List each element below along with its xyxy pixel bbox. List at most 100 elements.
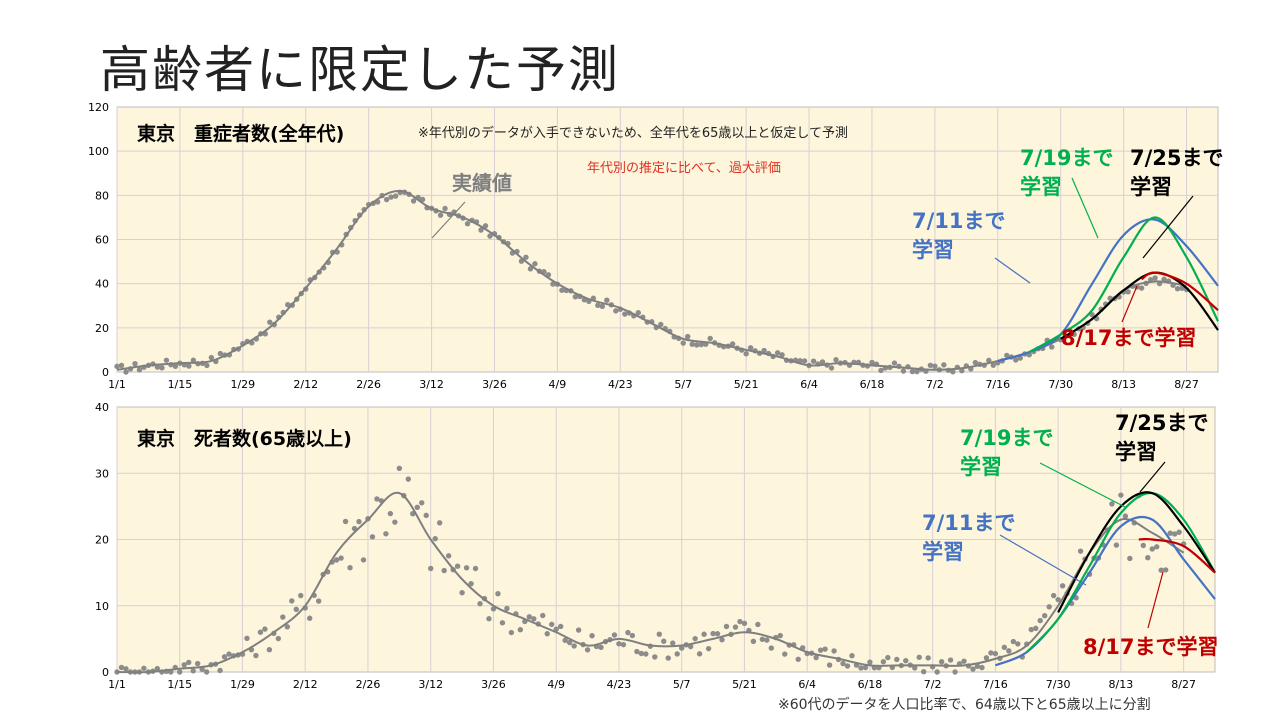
data-point [891, 360, 898, 366]
data-point [634, 648, 640, 655]
data-point [1149, 546, 1155, 552]
data-point [477, 600, 483, 607]
data-point [947, 657, 954, 663]
data-point [123, 369, 129, 375]
data-point [1140, 542, 1146, 549]
data-point [1158, 567, 1164, 573]
data-point [932, 363, 938, 369]
series-label-until-0711: 学習 [922, 540, 964, 564]
x-tick-label: 5/7 [673, 678, 691, 691]
series-line-until-0817 [1140, 271, 1219, 312]
series-line-until-0817 [1138, 537, 1216, 574]
data-point [990, 362, 997, 368]
data-point [217, 667, 223, 674]
data-point [652, 654, 658, 660]
data-point [723, 623, 730, 630]
data-point [159, 365, 165, 371]
y-tick-label: 10 [95, 600, 109, 613]
series-label-until-0719: 7/19まで [960, 426, 1054, 450]
data-point [383, 531, 389, 537]
series-line-until-0719 [1025, 492, 1216, 653]
data-point [262, 626, 268, 632]
x-tick-label: 1/29 [230, 678, 255, 691]
data-point [1122, 513, 1129, 519]
data-point [584, 647, 591, 653]
y-tick-label: 80 [95, 189, 109, 202]
data-point [208, 354, 215, 361]
data-point [486, 616, 492, 622]
data-point [822, 646, 828, 652]
data-point [694, 342, 700, 348]
data-point [927, 362, 934, 369]
data-point [599, 303, 606, 310]
x-tick-label: 1/29 [230, 378, 255, 391]
data-point [342, 518, 349, 525]
data-point [203, 669, 210, 675]
series-label-until-0725: 7/25まで [1130, 146, 1224, 170]
y-tick-label: 0 [102, 366, 109, 379]
data-point [118, 664, 125, 671]
data-point [934, 669, 940, 675]
data-point [992, 650, 999, 657]
data-point [595, 302, 601, 309]
x-tick-label: 3/12 [418, 678, 443, 691]
data-point [436, 520, 443, 526]
data-point [670, 640, 676, 646]
data-point [468, 580, 474, 587]
series-label-until-0725: 7/25まで [1115, 411, 1209, 435]
leader-line [1071, 177, 1099, 239]
x-tick-label: 3/26 [482, 378, 507, 391]
data-point [755, 621, 761, 628]
data-point [293, 606, 299, 613]
data-point [629, 632, 636, 639]
data-point [432, 535, 438, 542]
data-point [840, 660, 846, 667]
data-point [916, 654, 922, 660]
data-point [562, 637, 568, 644]
x-tick-label: 2/12 [293, 378, 318, 391]
data-point [819, 359, 826, 365]
data-point [880, 659, 887, 665]
data-point [643, 651, 649, 657]
data-point [833, 357, 839, 363]
x-tick-label: 2/26 [356, 678, 381, 691]
x-tick-label: 6/4 [800, 378, 818, 391]
data-point [532, 261, 538, 267]
x-tick-label: 6/18 [858, 678, 883, 691]
data-point [1167, 530, 1173, 536]
data-point [1013, 357, 1019, 363]
data-point [495, 590, 501, 597]
data-point [858, 665, 864, 671]
data-point [1109, 501, 1115, 507]
data-point [559, 287, 565, 293]
series-label-until-0725: 学習 [1115, 440, 1157, 464]
x-tick-label: 7/30 [1048, 378, 1073, 391]
data-point [360, 557, 367, 563]
data-point [925, 655, 931, 661]
data-point [1152, 275, 1158, 281]
data-point [553, 626, 559, 632]
data-point [828, 365, 835, 371]
leader-line [994, 257, 1031, 284]
data-point [186, 659, 192, 666]
data-point [1033, 625, 1039, 632]
data-point [123, 666, 129, 672]
data-point [181, 662, 187, 668]
x-tick-label: 4/9 [547, 678, 565, 691]
data-point [909, 368, 916, 375]
data-point [831, 648, 837, 654]
data-point [743, 351, 749, 357]
data-point [136, 367, 143, 373]
data-point [1050, 592, 1057, 599]
data-point [849, 653, 855, 659]
data-point [604, 297, 610, 303]
data-point [747, 345, 754, 351]
data-point [114, 363, 120, 370]
data-point [894, 656, 900, 663]
data-point [410, 198, 417, 204]
data-point [779, 352, 785, 358]
data-point [275, 635, 282, 642]
data-point [1028, 626, 1034, 633]
data-point [531, 616, 537, 622]
data-point [622, 311, 628, 317]
